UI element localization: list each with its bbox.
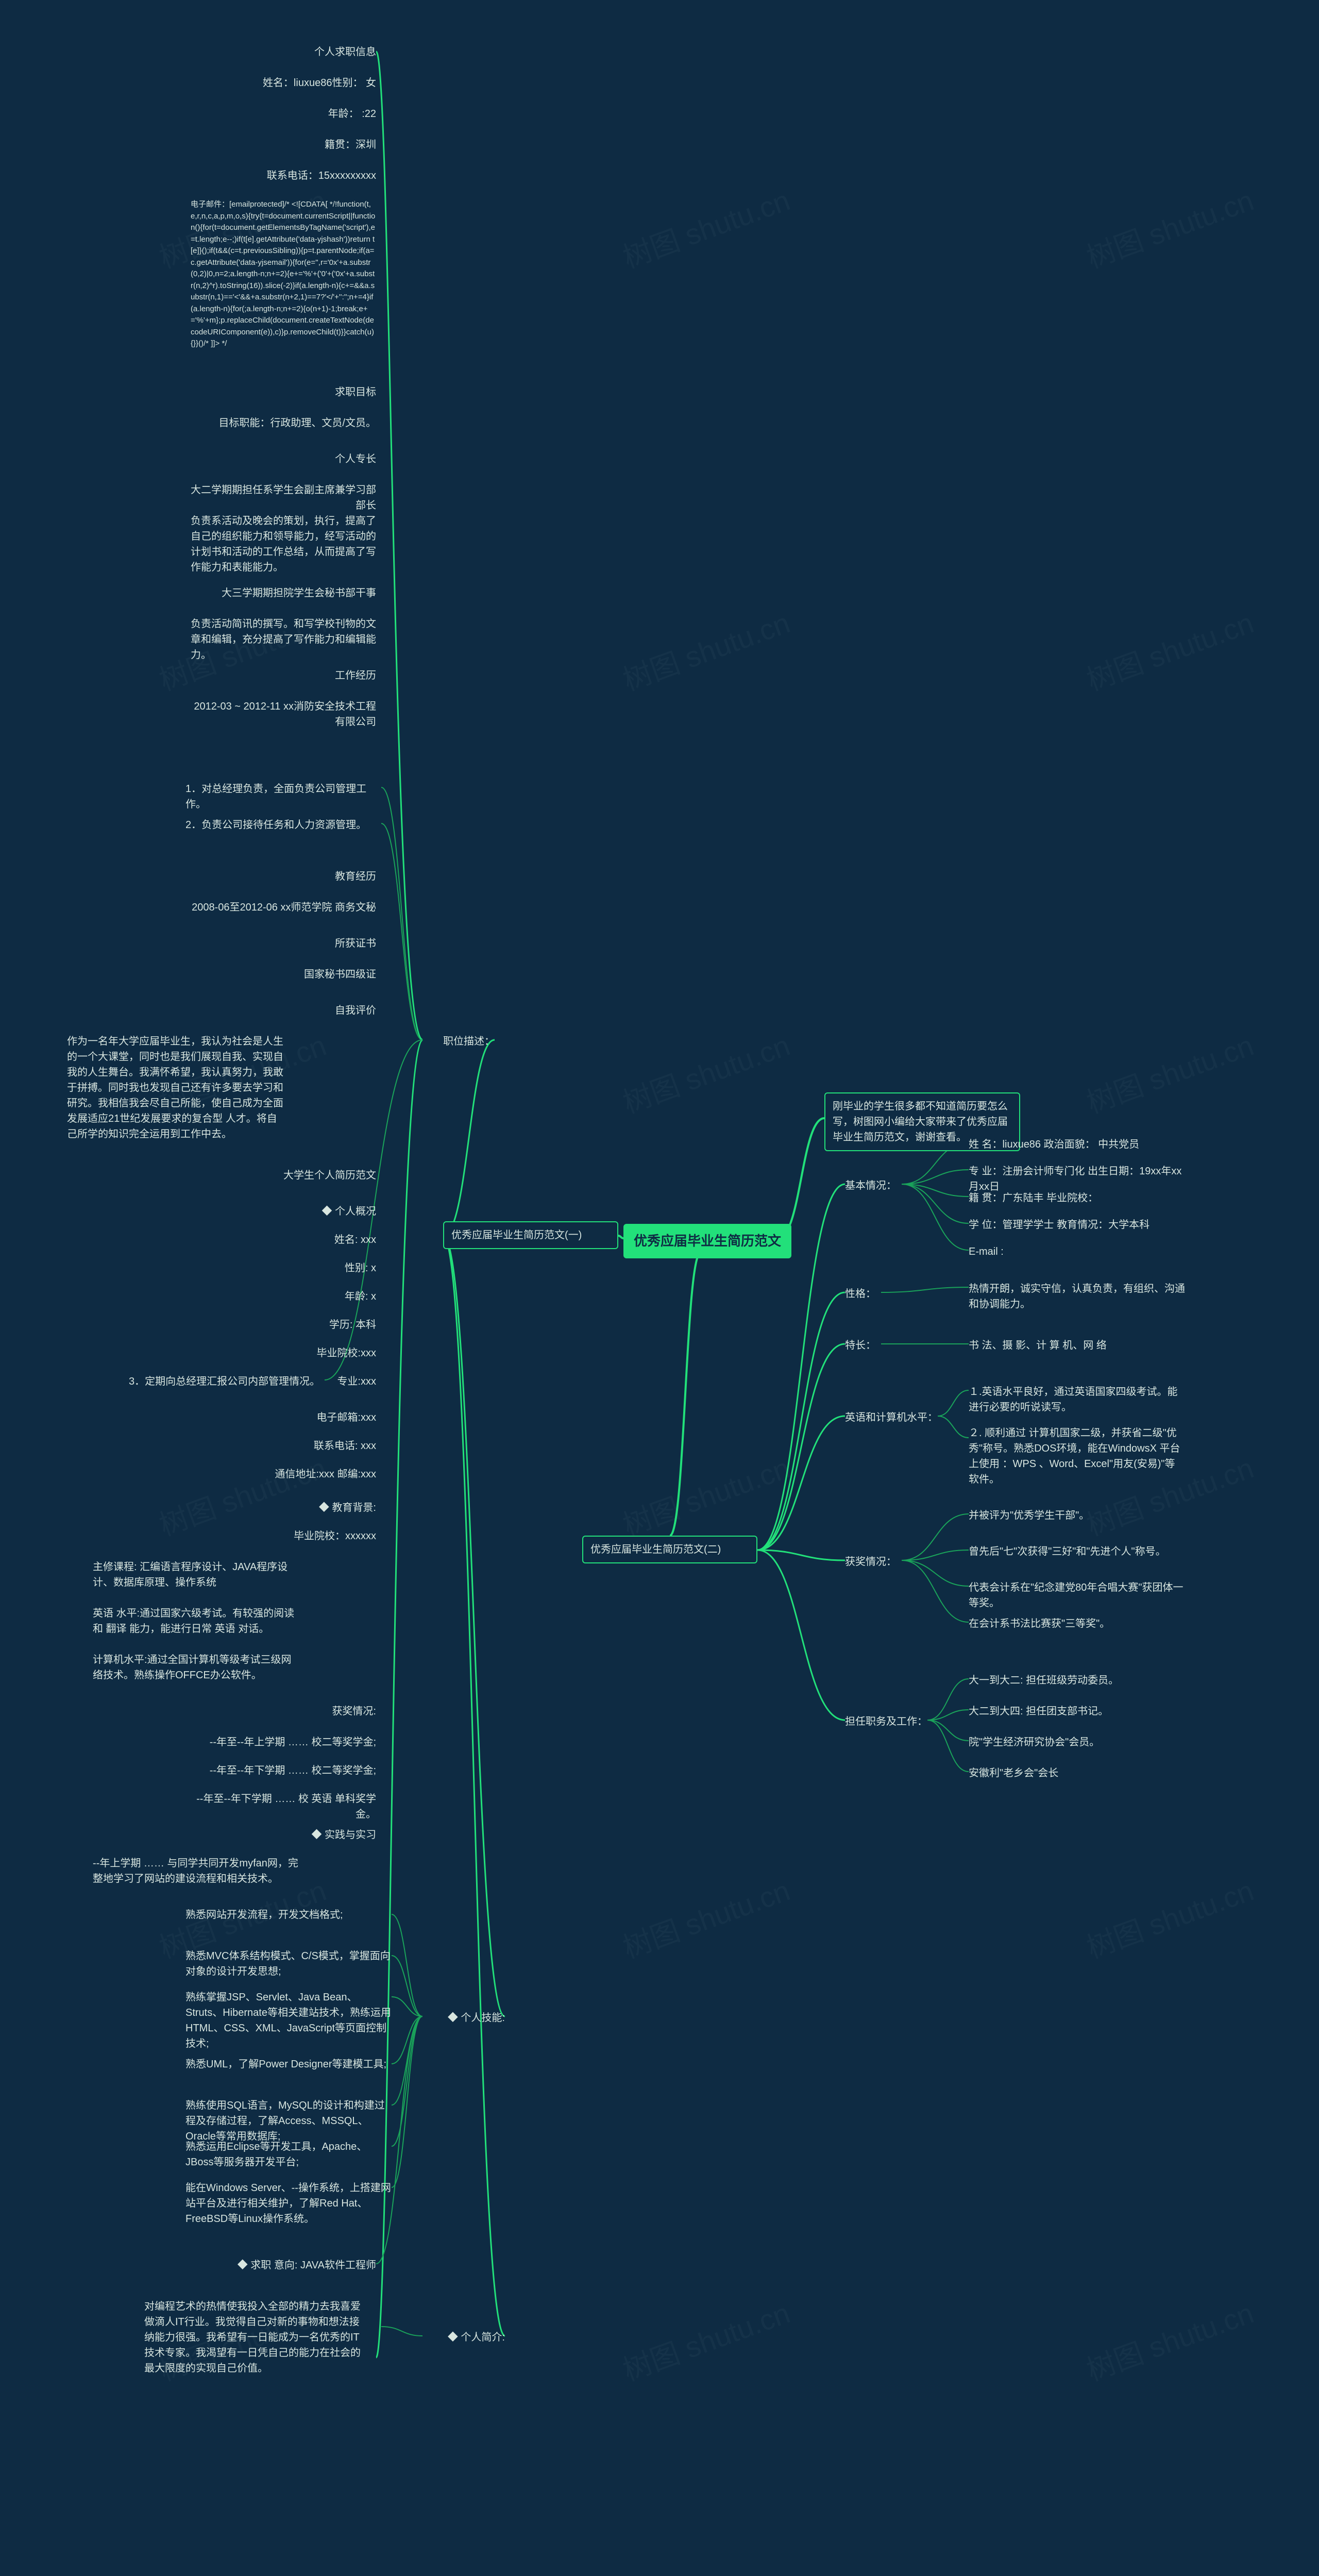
l-pc-level: 计算机水平:通过全国计算机等级考试三级网络技术。熟练操作OFFCE办公软件。 [93,1649,299,1686]
l-p-age: 年龄: x [191,1286,376,1307]
watermark: 树图 shutu.cn [1080,1867,1259,1966]
l-edu1: 2008-06至2012-06 xx师范学院 商务文秘 [191,897,376,918]
l-job-desc-label: 职位描述： [422,1031,495,1052]
watermark: 树图 shutu.cn [616,1445,795,1544]
r-basic-3: 学 位：管理学学士 教育情况：大学本科 [969,1214,1185,1236]
branch-left[interactable]: 优秀应届毕业生简历范文(一) [443,1221,618,1249]
l-email: 电子邮件：[emailprotected]/* <![CDATA[ */!fun… [191,196,376,353]
r-rwd-2: 代表会计系在"纪念建党80年合唱大赛"获团体一等奖。 [969,1577,1185,1614]
r-char-text: 热情开朗，诚实守信，认真负责，有组织、沟通和协调能力。 [969,1278,1185,1315]
watermark: 树图 shutu.cn [616,2290,795,2389]
l-skill-2: 熟练掌握JSP、Servlet、Java Bean、Struts、Hiberna… [185,1986,392,2055]
l-skill-6: 能在Windows Server、--操作系统，上搭建网站平台及进行相关维护，了… [185,2177,392,2230]
l-p-name: 姓名: xxx [191,1229,376,1251]
watermark: 树图 shutu.cn [616,600,795,699]
l-target: ◆ 求职 意向: JAVA软件工程师 [191,2254,376,2276]
l-jd2: 2．负责公司接待任务和人力资源管理。 [185,814,381,836]
watermark: 树图 shutu.cn [616,1022,795,1121]
l-name: 姓名：liuxue86性别： 女 [191,72,376,94]
r-pos-0: 大一到大二: 担任班级劳动委员。 [969,1670,1185,1691]
l-skill-3: 熟悉UML，了解Power Designer等建模工具; [185,2053,392,2075]
l-age: 年龄： :22 [191,103,376,125]
l-strength2-detail: 负责活动简讯的撰写。和写学校刊物的文章和编辑，充分提高了写作能力和编辑能力。 [191,613,376,666]
l-strength-header: 个人专长 [191,448,376,470]
l-edu-bg-school: 毕业院校：xxxxxx [191,1525,376,1547]
l-job-header: 个人求职信息 [191,41,376,63]
r-pos-2: 院"学生经济研究协会"会员。 [969,1731,1185,1753]
watermark: 树图 shutu.cn [616,177,795,276]
l-cert-header: 所获证书 [191,933,376,954]
l-jd1: 1．对总经理负责，全面负责公司管理工作。 [185,778,381,815]
l-skill-1: 熟悉MVC体系结构模式、C/S模式，掌握面向对象的设计开发思想; [185,1945,392,1982]
l-p-gender: 性别: x [191,1257,376,1279]
watermark: 树图 shutu.cn [616,1867,795,1966]
l-award3: --年至--年下学期 …… 校 英语 单科奖学金。 [191,1788,376,1825]
l-intro2-header: ◆ 个人简介: [422,2327,505,2348]
l-p-overview: ◆ 个人概况 [191,1201,376,1222]
r-lang-2: ２. 顺利通过 计算机国家二级，并获省二级"优秀"称号。熟悉DOS环境，能在Wi… [969,1422,1185,1490]
l-award-header: 获奖情况: [191,1701,376,1722]
l-strength1-detail: 负责系活动及晚会的策划，执行，提高了自己的组织能力和领导能力，经写活动的计划书和… [191,510,376,578]
l-eng-level: 英语 水平:通过国家六级考试。有较强的阅读和 翻译 能力，能进行日常 英语 对话… [93,1603,299,1640]
r-basic-2: 籍 贯：广东陆丰 毕业院校： [969,1187,1185,1209]
l-practice1: --年上学期 …… 与同学共同开发myfan网，完整地学习了网站的建设流程和相关… [93,1853,299,1890]
r-basic-header: 基本情况： [845,1175,927,1197]
l-p-addr: 通信地址:xxx 邮编:xxx [191,1463,376,1485]
l-award2: --年至--年下学期 …… 校二等奖学金; [191,1760,376,1781]
l-skill-header: ◆ 个人技能: [422,2007,505,2029]
l-self-text: 作为一名年大学应届毕业生，我认为社会是人生的一个大课堂，同时也是我们展现自我、实… [67,1031,283,1145]
l-work1: 2012-03 ~ 2012-11 xx消防安全技术工程有限公司 [191,696,376,733]
l-edu-header: 教育经历 [191,866,376,887]
l-p-phone: 联系电话: xxx [191,1435,376,1457]
l-edu-bg-major: 主修课程: 汇编语言程序设计、JAVA程序设计、数据库原理、操作系统 [93,1556,299,1593]
l-award1: --年至--年上学期 …… 校二等奖学金; [191,1731,376,1753]
r-spec-text: 书 法、摄 影、计 算 机、网 络 [969,1335,1185,1356]
l-goal: 目标职能：行政助理、文员/文员。 [191,412,376,434]
l-phone: 联系电话：15xxxxxxxxx [191,165,376,187]
r-rwd-0: 并被评为"优秀学生干部"。 [969,1505,1185,1526]
r-spec: 特长： [845,1335,897,1356]
l-resume2-header: 大学生个人简历范文 [191,1165,376,1186]
l-native: 籍贯：深圳 [191,134,376,156]
r-lang-1: １.英语水平良好，通过英语国家四级考试。能进行必要的听说读写。 [969,1381,1185,1418]
r-pos-header: 担任职务及工作： [845,1711,938,1732]
l-cert1: 国家秘书四级证 [191,964,376,985]
r-rwd-header: 获奖情况： [845,1551,917,1573]
l-intro2: 对编程艺术的热情使我投入全部的精力去我喜爱做滴人IT行业。我觉得自己对新的事物和… [144,2296,361,2379]
l-self-header: 自我评价 [191,1000,376,1021]
r-basic-0: 姓 名：liuxue86 政治面貌： 中共党员 [969,1134,1185,1155]
l-p-email: 电子邮箱:xxx [191,1407,376,1428]
l-skill-0: 熟悉网站开发流程，开发文档格式; [185,1904,392,1926]
r-char: 性格： [845,1283,897,1305]
r-pos-3: 安徽利"老乡会"会长 [969,1762,1185,1784]
l-practice-header: ◆ 实践与实习 [191,1824,376,1846]
l-work-header: 工作经历 [191,665,376,686]
r-basic-4: E-mail : [969,1241,1185,1262]
l-jd3: 3．定期向总经理汇报公司内部管理情况。 [129,1371,325,1392]
watermark: 树图 shutu.cn [1080,600,1259,699]
l-goal-header: 求职目标 [191,381,376,403]
r-lang-header: 英语和计算机水平： [845,1407,948,1428]
watermark: 树图 shutu.cn [1080,1022,1259,1121]
l-p-degree: 学历: 本科 [191,1314,376,1336]
l-skill-5: 熟悉运用Eclipse等开发工具，Apache、JBoss等服务器开发平台; [185,2136,392,2173]
branch-right[interactable]: 优秀应届毕业生简历范文(二) [582,1536,757,1563]
watermark: 树图 shutu.cn [1080,177,1259,276]
r-rwd-3: 在会计系书法比赛获"三等奖"。 [969,1613,1185,1635]
root-node[interactable]: 优秀应届毕业生简历范文 [623,1224,791,1258]
l-strength2: 大三学期期担院学生会秘书部干事 [191,582,376,604]
l-p-school: 毕业院校:xxx [191,1342,376,1364]
r-rwd-1: 曾先后"七"次获得"三好"和"先进个人"称号。 [969,1541,1185,1562]
watermark: 树图 shutu.cn [1080,2290,1259,2389]
l-edu-bg: ◆ 教育背景: [191,1497,376,1519]
r-pos-1: 大二到大四: 担任团支部书记。 [969,1701,1185,1722]
